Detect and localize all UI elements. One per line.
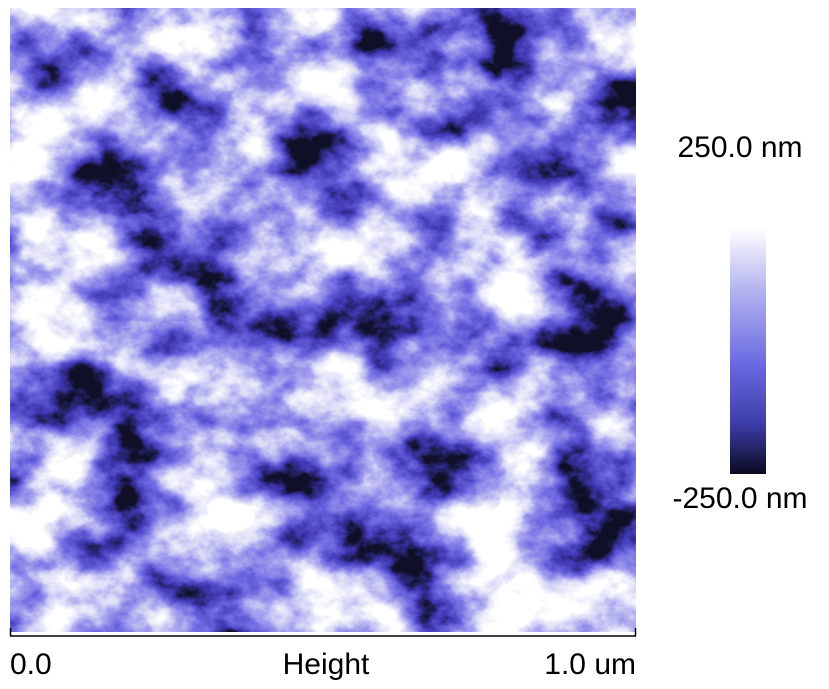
- scale-end: 1.0 um: [544, 648, 636, 681]
- scale-start: 0.0: [10, 648, 52, 681]
- colorbar: [730, 228, 766, 474]
- colorbar-max: 250.0 nm: [677, 131, 802, 164]
- height-image: [10, 8, 636, 632]
- colorbar-min: -250.0 nm: [672, 482, 807, 515]
- afm-figure: 0.0 Height 1.0 um 250.0 nm -250.0 nm: [0, 0, 829, 684]
- channel-label: Height: [283, 648, 370, 681]
